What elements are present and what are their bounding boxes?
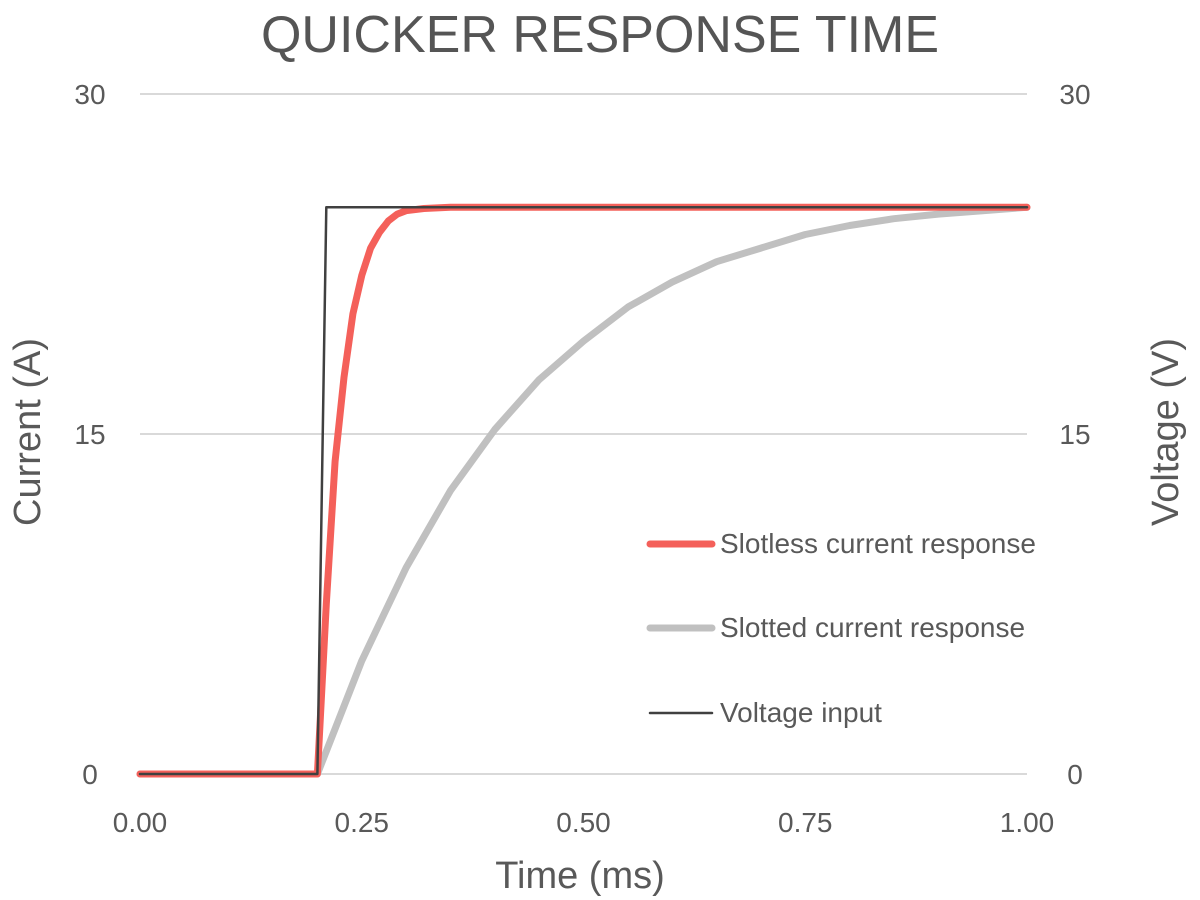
series-line-slotted	[136, 203, 1031, 778]
y2-tick-label: 15	[1059, 419, 1090, 450]
axis-ticks: 0 15 30 0 15 30 0.00 0.25 0.50 0.75 1.00	[74, 79, 1090, 838]
x-tick-label: 0.00	[113, 807, 168, 838]
legend: Slotless current response Slotted curren…	[646, 528, 1036, 728]
y2-tick-label: 0	[1067, 759, 1083, 790]
y2-tick-label: 30	[1059, 79, 1090, 110]
legend-label-slotted: Slotted current response	[720, 612, 1025, 643]
x-tick-label: 0.75	[778, 807, 833, 838]
x-tick-label: 1.00	[1000, 807, 1055, 838]
gridlines	[140, 93, 1027, 775]
y-tick-label: 0	[82, 759, 98, 790]
x-tick-label: 0.50	[556, 807, 611, 838]
legend-label-voltage: Voltage input	[720, 697, 882, 728]
y-axis-title: Current (A)	[7, 338, 49, 526]
x-axis-title: Time (ms)	[495, 855, 665, 897]
series-line-slotless	[136, 203, 1031, 778]
y-tick-label: 15	[74, 419, 105, 450]
legend-label-slotless: Slotless current response	[720, 528, 1036, 559]
y2-axis-title: Voltage (V)	[1145, 338, 1187, 526]
plot-area	[136, 203, 1031, 778]
x-tick-label: 0.25	[335, 807, 390, 838]
chart-title: QUICKER RESPONSE TIME	[261, 6, 939, 64]
series-line-voltage	[138, 206, 1029, 776]
y-tick-label: 30	[74, 79, 105, 110]
